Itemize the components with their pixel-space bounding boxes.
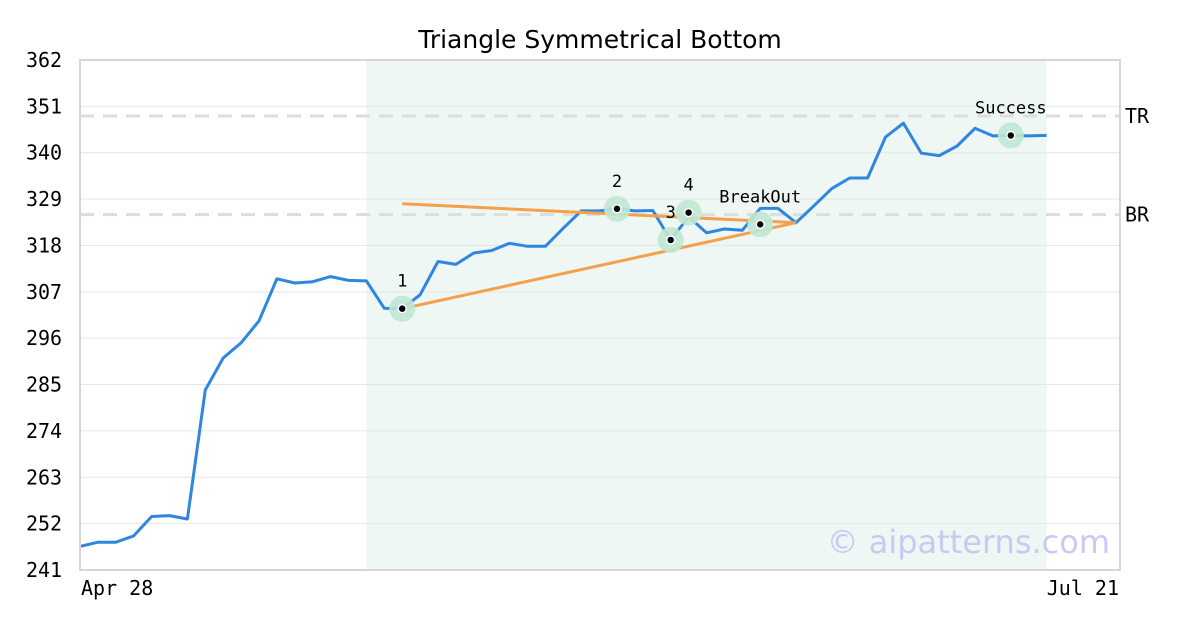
trendline: [402, 202, 797, 225]
trendline: [401, 221, 797, 311]
y-tick-label: 296: [26, 326, 62, 350]
y-tick-label: 285: [26, 373, 62, 397]
y-tick-label: 252: [26, 512, 62, 536]
chart-title: Triangle Symmetrical Bottom: [417, 25, 782, 54]
price-series: [79, 121, 1047, 548]
y-axis-ticks: 241 252 263 274 285 296 307 318 329 340 351 362: [26, 48, 62, 582]
point-label: BreakOut: [719, 187, 801, 207]
y-tick-label: 340: [26, 141, 62, 165]
point-marker: [755, 219, 765, 230]
point-marker: [1006, 130, 1016, 141]
point-label: 2: [612, 172, 622, 192]
point-label: 1: [397, 272, 407, 292]
watermark: © aipatterns.com: [827, 523, 1110, 561]
y-tick-label: 351: [26, 94, 62, 118]
pattern-window: [366, 60, 1047, 570]
y-tick-label: 263: [26, 465, 62, 489]
y-tick-label: 318: [26, 233, 62, 257]
y-tick-label: 307: [26, 280, 62, 304]
point-marker: [665, 235, 676, 245]
point-label: Success: [975, 98, 1047, 118]
point-label: 4: [683, 176, 693, 196]
pattern-points: 1 2 34 BreakOut Success: [389, 98, 1047, 322]
y-tick-label: 241: [26, 558, 62, 582]
x-tick-label: Apr 28: [81, 576, 153, 600]
point-marker: [612, 204, 622, 214]
level-label: BR: [1125, 203, 1150, 227]
point-marker: [683, 207, 694, 218]
x-tick-label: Jul 21: [1047, 576, 1119, 600]
level-label: TR: [1125, 104, 1150, 128]
y-tick-label: 274: [26, 419, 62, 443]
y-tick-label: 329: [26, 187, 62, 211]
trendlines: [401, 202, 797, 311]
price-line: [79, 121, 1047, 548]
plot-frame: [79, 59, 1121, 571]
point-marker: [397, 303, 407, 314]
point-label: 3: [666, 203, 676, 223]
x-axis-ticks: Apr 28 Jul 21: [81, 576, 1119, 600]
y-tick-label: 362: [26, 48, 62, 72]
